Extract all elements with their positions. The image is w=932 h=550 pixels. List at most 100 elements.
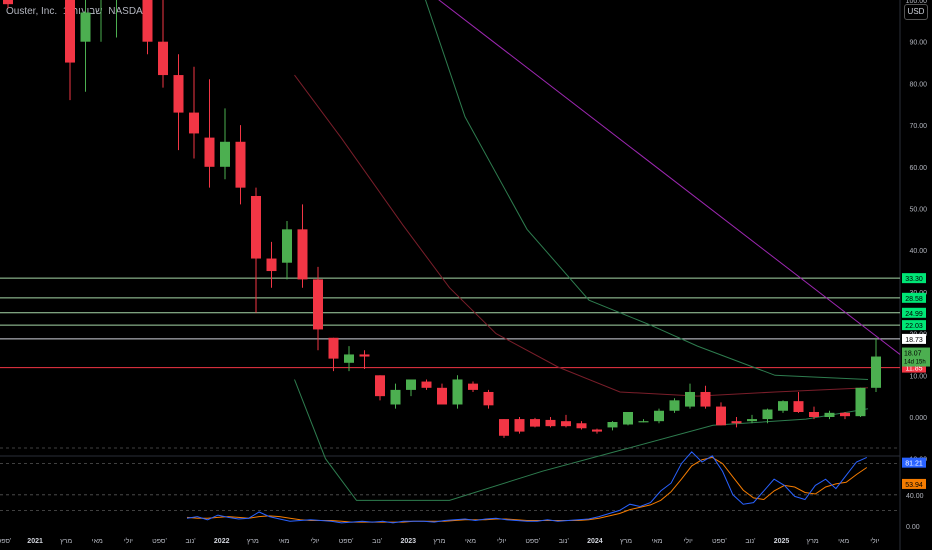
candle	[313, 266, 323, 351]
time-axis-label: יולי	[124, 537, 133, 545]
price-axis-tick: 10.00	[909, 373, 927, 380]
time-axis-label: 2023	[401, 538, 417, 545]
price-axis-tick: 100.00	[906, 0, 928, 5]
candle-body	[483, 391, 494, 406]
time-axis-label: נוב'	[745, 538, 755, 545]
candle-body	[700, 391, 711, 407]
time-axis-label: 2025	[774, 538, 790, 545]
candle	[251, 187, 261, 313]
candle-body	[654, 410, 664, 422]
candle-body	[142, 0, 153, 42]
time-axis-label: ספט'	[0, 538, 11, 545]
time-axis-label: יולי	[310, 537, 319, 545]
candle	[328, 337, 339, 372]
time-axis-label: מאי	[92, 538, 103, 545]
candle-body	[731, 421, 742, 424]
time-axis-label: ספט'	[339, 538, 354, 545]
candle	[623, 411, 633, 426]
company-name: Ouster, Inc.	[6, 6, 58, 17]
candle-body	[220, 141, 230, 167]
candle-body	[592, 429, 602, 432]
current-price-tag	[902, 347, 930, 367]
candle-body	[406, 379, 416, 390]
price-axis-tick: 90.00	[909, 40, 927, 47]
candle-body	[204, 137, 215, 167]
candle	[871, 337, 881, 392]
candle-body	[669, 400, 680, 411]
stoch-k-tag	[902, 457, 926, 468]
candle-body	[561, 421, 571, 427]
candle	[282, 221, 292, 280]
candle-body	[189, 112, 199, 134]
candle-body	[840, 412, 850, 417]
candle	[421, 379, 432, 390]
candle	[468, 381, 478, 392]
candle	[731, 417, 742, 428]
candle	[344, 346, 354, 372]
candle-body	[282, 229, 292, 263]
candle-body	[80, 12, 91, 42]
candle-body	[452, 379, 463, 405]
candle	[638, 419, 649, 423]
candle-body	[328, 337, 339, 359]
currency-button[interactable]: USD	[904, 4, 928, 20]
candle-body	[359, 354, 370, 357]
candle	[545, 417, 556, 428]
time-axis-label: 2022	[214, 538, 230, 545]
candle	[716, 402, 726, 426]
level-tag	[902, 362, 926, 373]
candle-body	[437, 387, 447, 405]
time-axis-label: מאי	[652, 538, 663, 545]
candle	[669, 398, 680, 413]
level-label: 33.30	[905, 276, 923, 283]
candle-body	[747, 419, 757, 422]
candle	[297, 204, 308, 288]
candle	[266, 241, 277, 288]
bollinger-lower	[294, 379, 869, 501]
candle	[685, 383, 695, 409]
candle	[80, 0, 91, 92]
candle-body	[499, 419, 509, 436]
time-axis-label: יולי	[497, 537, 506, 545]
trendline	[438, 0, 901, 355]
candle-body	[545, 419, 556, 427]
candle	[437, 383, 447, 405]
candle-body	[871, 356, 881, 388]
time-axis-label: מרץ	[247, 538, 259, 545]
candle	[189, 66, 199, 159]
candle	[65, 0, 75, 101]
price-axis-tick: 60.00	[909, 165, 927, 172]
candle-body	[607, 422, 618, 428]
price-axis-tick: 40.00	[909, 248, 927, 255]
candle	[452, 375, 463, 409]
candle-body	[638, 421, 649, 423]
candle	[100, 0, 102, 42]
level-tag	[902, 333, 926, 344]
candle-body	[65, 0, 75, 63]
current-price-label: 18.07	[904, 351, 922, 358]
stoch-d-label: 53.94	[905, 482, 923, 489]
time-axis-label: נוב'	[372, 538, 382, 545]
candle-body	[313, 279, 323, 330]
candle	[576, 421, 587, 430]
candle-body	[3, 0, 13, 5]
candle	[375, 375, 385, 401]
candle	[793, 391, 804, 413]
level-tag	[902, 273, 926, 284]
candle	[359, 350, 370, 370]
exchange-label: NASDAQ	[108, 6, 151, 17]
candle-body	[375, 375, 385, 397]
candle	[406, 379, 416, 397]
candle-body	[468, 383, 478, 390]
moving-average	[294, 74, 869, 397]
time-axis-label: יולי	[870, 537, 879, 545]
candle-body	[421, 381, 432, 388]
time-axis-label: נוב'	[186, 538, 196, 545]
candle-body	[778, 401, 788, 411]
bollinger-upper	[425, 0, 869, 380]
price-axis-tick: 80.00	[909, 81, 927, 88]
candle	[235, 125, 246, 205]
candle-body	[390, 389, 401, 405]
candle	[499, 419, 509, 438]
